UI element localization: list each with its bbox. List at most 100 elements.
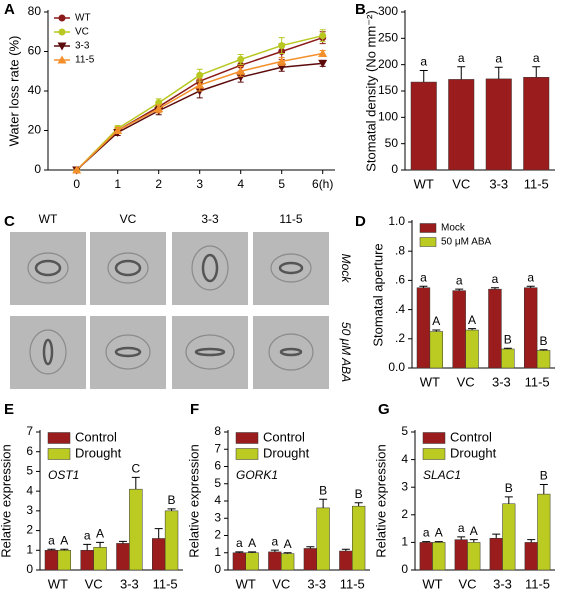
- x-tick-label: WT: [48, 576, 68, 591]
- bar: [281, 553, 295, 571]
- significance-letter: A: [96, 527, 104, 541]
- bar: [93, 547, 107, 571]
- error-bar: [167, 508, 176, 511]
- y-tick-label: 20: [28, 123, 42, 137]
- line: [76, 36, 323, 171]
- y-axis-label: Stomatal density (No mm⁻²): [363, 10, 378, 171]
- legend-marker: [58, 14, 66, 22]
- marker: [196, 71, 204, 79]
- y-axis-label: Relative expression: [0, 444, 13, 557]
- y-tick-label: 0: [401, 562, 408, 576]
- marker: [236, 66, 246, 75]
- bar: [352, 505, 366, 571]
- error-bar: [419, 285, 428, 288]
- error-bar: [270, 549, 279, 552]
- y-tick-label: 4: [401, 452, 408, 466]
- legend-label: Control: [450, 429, 492, 444]
- bar: [485, 78, 512, 171]
- error-bar: [504, 496, 513, 504]
- y-tick-label: 250: [378, 31, 398, 45]
- error-bar: [118, 540, 127, 544]
- x-tick-label: 3-3: [307, 576, 326, 591]
- error-bar: [434, 541, 443, 543]
- significance-letter: a: [527, 270, 534, 284]
- significance-letter: B: [540, 334, 548, 348]
- error-bar: [60, 548, 69, 551]
- y-tick-label: 4: [26, 483, 33, 497]
- bar: [245, 552, 259, 571]
- marker: [195, 80, 205, 89]
- significance-letter: A: [470, 524, 478, 538]
- panel-letter: G: [378, 401, 390, 418]
- x-tick-label: WT: [414, 176, 434, 191]
- error-bar: [503, 347, 512, 350]
- x-tick-label: 11-5: [340, 576, 365, 591]
- y-tick-label: 1: [401, 535, 408, 549]
- x-tick-label: 3: [196, 177, 203, 191]
- x-tick-label: WT: [236, 576, 256, 591]
- bar: [488, 288, 502, 369]
- bar: [524, 287, 538, 369]
- bar: [467, 542, 481, 571]
- error-bar: [432, 329, 441, 332]
- significance-letter: a: [420, 55, 427, 69]
- y-tick-label: 60: [28, 44, 42, 58]
- bar: [419, 542, 433, 571]
- legend-swatch: [419, 237, 437, 247]
- line: [76, 34, 323, 171]
- x-tick-label: 11-5: [525, 374, 550, 389]
- bar: [489, 538, 503, 571]
- significance-letter: a: [458, 521, 465, 535]
- bar: [429, 331, 443, 369]
- y-tick-label: 1: [26, 542, 33, 556]
- bar: [268, 551, 282, 571]
- y-tick-label: .2: [395, 331, 405, 345]
- y-tick-label: .8: [395, 243, 405, 257]
- x-tick-label: 3-3: [489, 176, 508, 191]
- significance-letter: a: [492, 272, 499, 286]
- y-tick-label: 2: [26, 523, 33, 537]
- panel-letter: D: [355, 213, 366, 230]
- legend-label: 50 μM ABA: [441, 237, 492, 248]
- column-label: WT: [39, 212, 58, 226]
- legend-label: Drought: [263, 445, 310, 460]
- bar: [536, 350, 551, 369]
- error-bar: [468, 328, 477, 331]
- x-tick-label: VC: [272, 576, 290, 591]
- marker: [236, 73, 246, 82]
- legend-marker: [58, 28, 66, 36]
- significance-letter: a: [458, 51, 465, 65]
- y-tick-label: 5: [214, 476, 221, 490]
- y-tick-label: 1.0: [388, 214, 405, 228]
- y-tick-label: 2: [214, 528, 221, 542]
- gene-label: OST1: [48, 468, 79, 482]
- error-bar: [422, 541, 431, 543]
- legend-marker: [57, 55, 67, 64]
- error-bar: [96, 541, 105, 548]
- bar: [303, 548, 318, 571]
- y-tick-label: 3: [401, 479, 408, 493]
- significance-letter: A: [284, 537, 292, 551]
- x-tick-label: VC: [458, 576, 476, 591]
- y-tick-label: 7: [26, 424, 33, 438]
- significance-letter: a: [533, 51, 540, 65]
- x-tick-label: 11-5: [525, 576, 550, 591]
- error-bar: [419, 69, 428, 83]
- y-axis-label: Relative expression: [373, 444, 388, 557]
- legend-marker: [57, 42, 67, 51]
- y-tick-label: 3: [214, 510, 221, 524]
- significance-letter: a: [272, 534, 279, 548]
- error-bar: [341, 548, 350, 552]
- y-tick-label: .6: [395, 273, 405, 287]
- y-tick-label: 2: [401, 507, 408, 521]
- legend-swatch: [235, 432, 259, 444]
- marker: [277, 56, 287, 65]
- bar: [80, 550, 94, 571]
- row-label: Mock: [339, 254, 353, 284]
- significance-letter: B: [540, 469, 548, 483]
- x-tick-label: 3-3: [493, 576, 512, 591]
- gene-label: GORK1: [236, 468, 278, 482]
- y-tick-label: 40: [28, 83, 42, 97]
- bar: [432, 542, 446, 571]
- significance-letter: A: [468, 313, 476, 327]
